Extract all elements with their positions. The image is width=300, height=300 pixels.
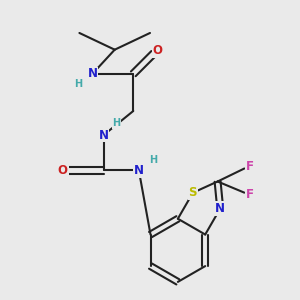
- Text: H: H: [112, 118, 121, 128]
- Text: N: N: [99, 129, 109, 142]
- Text: N: N: [134, 164, 144, 177]
- Text: H: H: [149, 155, 157, 165]
- Text: N: N: [215, 202, 225, 215]
- Text: F: F: [246, 160, 254, 173]
- Text: N: N: [87, 67, 98, 80]
- Text: O: O: [58, 164, 68, 177]
- Text: O: O: [152, 44, 162, 57]
- Text: S: S: [189, 186, 197, 199]
- Text: F: F: [246, 188, 254, 201]
- Text: H: H: [74, 79, 82, 89]
